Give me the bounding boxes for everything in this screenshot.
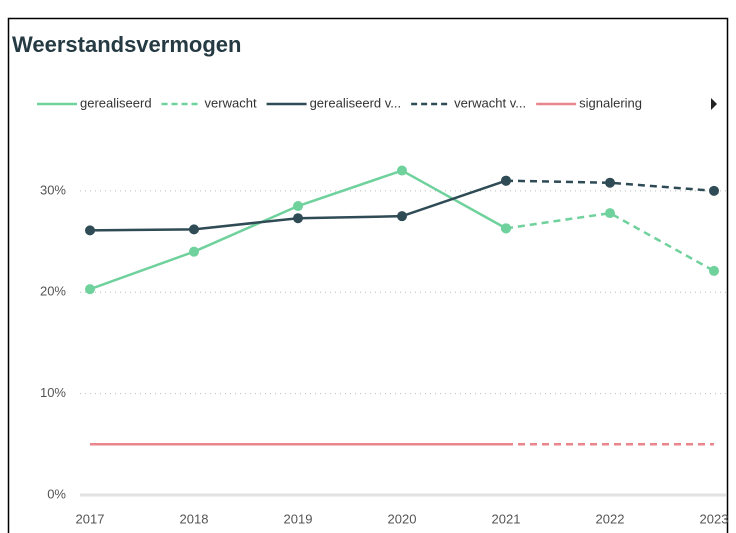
data-point	[85, 284, 95, 295]
data-point	[189, 246, 199, 257]
data-point	[293, 213, 303, 224]
data-point	[85, 225, 95, 236]
data-point	[605, 208, 615, 219]
data-point	[709, 185, 719, 196]
x-tick-label: 2023	[700, 511, 729, 526]
chart-title: Weerstandsvermogen	[12, 32, 241, 57]
data-point	[397, 211, 407, 222]
legend-label: signalering	[579, 95, 642, 110]
x-tick-label: 2019	[284, 511, 313, 526]
x-tick-label: 2018	[180, 511, 209, 526]
legend-label: gerealiseerd	[80, 95, 152, 110]
y-tick-label: 0%	[47, 486, 66, 501]
data-point	[293, 201, 303, 212]
series-line	[505, 211, 715, 273]
y-tick-label: 10%	[40, 385, 66, 400]
y-tick-label: 30%	[40, 182, 66, 197]
legend-label: gerealiseerd v...	[310, 95, 402, 110]
series-line	[505, 179, 715, 193]
legend-label: verwacht	[205, 95, 257, 110]
legend-scroll-arrow[interactable]	[711, 98, 717, 110]
y-tick-label: 20%	[40, 284, 66, 299]
x-tick-label: 2022	[596, 511, 625, 526]
x-tick-label: 2017	[76, 511, 105, 526]
data-point	[501, 175, 511, 186]
data-point	[501, 223, 511, 234]
data-point	[189, 224, 199, 235]
legend-label: verwacht v...	[454, 95, 526, 110]
data-point	[709, 265, 719, 276]
data-point	[605, 177, 615, 188]
data-point	[397, 165, 407, 176]
x-tick-label: 2020	[388, 511, 417, 526]
x-tick-label: 2021	[492, 511, 521, 526]
